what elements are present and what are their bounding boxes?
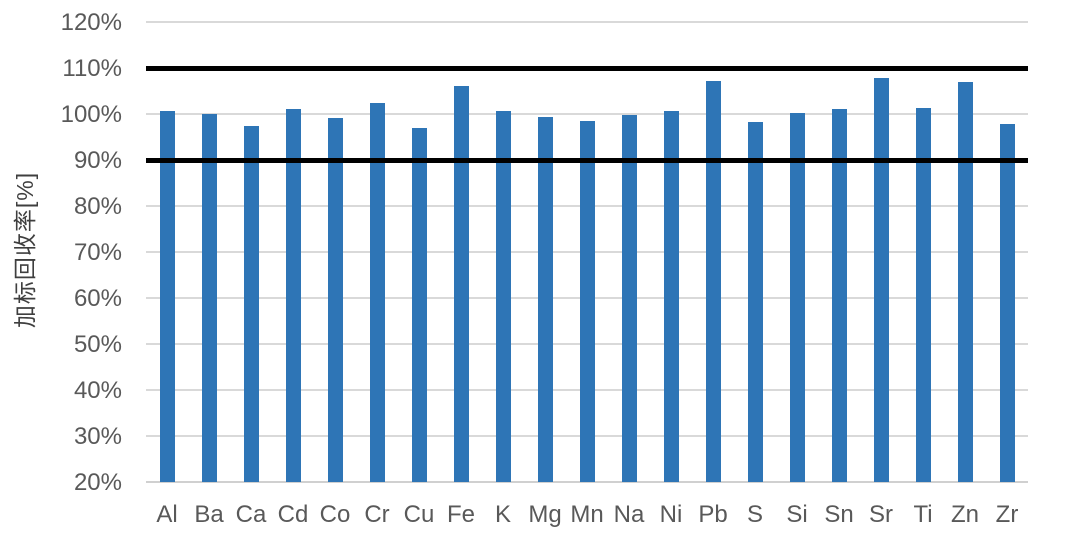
x-tick-label-Ti: Ti	[913, 501, 933, 528]
x-tick-label-Mg: Mg	[528, 501, 562, 528]
bar-Si	[789, 112, 805, 482]
y-tick-label-120: 120%	[60, 9, 122, 36]
x-tick-label-Fe: Fe	[446, 501, 475, 528]
gridline-100	[146, 113, 1028, 115]
bar-Fe	[453, 86, 469, 482]
y-tick-label-30: 30%	[73, 423, 122, 450]
x-tick-label-Na: Na	[613, 501, 645, 528]
y-tick-label-70: 70%	[73, 239, 122, 266]
bar-Sr	[873, 78, 889, 482]
bar-K	[495, 110, 511, 482]
bar-Ni	[663, 110, 679, 482]
reference-line-upper-limit-110%	[146, 65, 1028, 71]
x-tick-label-Ca: Ca	[235, 501, 267, 528]
y-tick-label-60: 60%	[73, 285, 122, 312]
reference-line-lower-limit-90%	[146, 157, 1028, 163]
bar-Pb	[705, 81, 721, 482]
x-tick-label-Sn: Sn	[824, 501, 854, 528]
bar-Na	[621, 115, 637, 482]
x-tick-label-Co: Co	[319, 501, 351, 528]
x-tick-label-Cd: Cd	[277, 501, 309, 528]
x-tick-label-S: S	[746, 501, 763, 528]
y-tick-label-110: 110%	[62, 55, 122, 82]
bar-Cd	[285, 108, 301, 482]
x-tick-label-Si: Si	[786, 501, 808, 528]
bar-Ti	[915, 108, 931, 482]
bar-Al	[159, 110, 175, 482]
x-tick-label-Ba: Ba	[194, 501, 224, 528]
bar-Mn	[579, 120, 595, 482]
bar-Zn	[957, 81, 973, 482]
bar-S	[747, 121, 763, 482]
x-tick-label-Sr: Sr	[869, 501, 893, 528]
x-tick-label-K: K	[494, 501, 511, 528]
bar-Cr	[369, 102, 385, 482]
bar-Zr	[999, 124, 1015, 482]
y-tick-label-50: 50%	[73, 331, 122, 358]
x-tick-label-Zn: Zn	[950, 501, 979, 528]
y-tick-label-90: 90%	[73, 147, 122, 174]
x-tick-label-Zr: Zr	[995, 501, 1019, 528]
y-tick-label-20: 20%	[73, 469, 122, 496]
bar-Mg	[537, 117, 553, 482]
y-tick-label-40: 40%	[73, 377, 122, 404]
bar-Ca	[243, 126, 259, 482]
bar-Cu	[411, 128, 427, 482]
x-tick-label-Cr: Cr	[364, 501, 390, 528]
x-tick-label-Ni: Ni	[659, 501, 683, 528]
gridline-20	[146, 481, 1028, 483]
x-tick-label-Al: Al	[156, 501, 178, 528]
y-tick-label-80: 80%	[73, 193, 122, 220]
bar-Ba	[201, 114, 217, 482]
bar-Sn	[831, 108, 847, 482]
y-tick-label-100: 100%	[60, 101, 122, 128]
plot-area	[146, 21, 1028, 483]
bar-Co	[327, 118, 343, 482]
x-tick-label-Cu: Cu	[403, 501, 435, 528]
x-tick-label-Pb: Pb	[698, 501, 728, 528]
x-tick-label-Mn: Mn	[570, 501, 604, 528]
gridline-120	[146, 21, 1028, 23]
